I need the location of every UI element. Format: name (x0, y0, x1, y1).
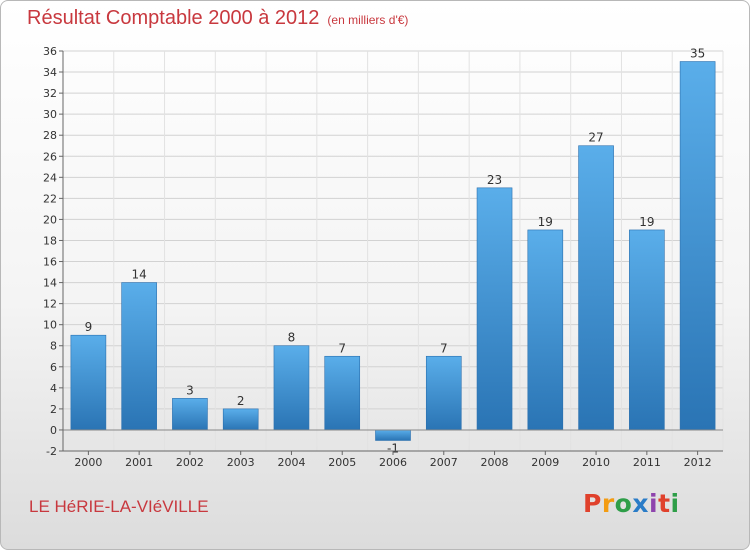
x-tick-label: 2004 (277, 456, 305, 469)
y-tick-label: 6 (50, 361, 57, 374)
y-tick-label: 14 (43, 277, 57, 290)
bar-2010 (578, 145, 614, 431)
x-tick-label: 2003 (227, 456, 255, 469)
x-tick-label: 2012 (684, 456, 712, 469)
x-tick-label: 2005 (328, 456, 356, 469)
value-label-2011: 19 (639, 215, 654, 229)
bar-2012 (679, 61, 716, 431)
y-tick-label: 36 (43, 45, 57, 58)
chart-unit: (en milliers d'€) (327, 13, 409, 27)
y-tick-label: 18 (43, 234, 57, 247)
value-label-2012: 35 (690, 47, 705, 61)
x-tick-label: 2006 (379, 456, 407, 469)
y-tick-label: 30 (43, 108, 57, 121)
bars: 9 14 3 2 8 7 -1 7 23 19 27 19 35 (70, 47, 716, 455)
bar-2008 (476, 187, 513, 431)
chart-title-text: Résultat Comptable 2000 à 2012 (27, 7, 320, 29)
y-tick-label: 32 (43, 87, 57, 100)
y-tick-label: 16 (43, 256, 57, 269)
y-tick-label: 10 (43, 319, 57, 332)
value-label-2006: -1 (387, 441, 399, 455)
bar-2007 (425, 355, 462, 431)
value-label-2010: 27 (588, 131, 603, 145)
y-tick-label: 0 (50, 424, 57, 437)
chart-title: Résultat Comptable 2000 à 2012 (en millie… (27, 7, 408, 30)
value-label-2000: 9 (85, 320, 93, 334)
y-tick-label: 28 (43, 129, 57, 142)
x-tick-label: 2009 (531, 456, 559, 469)
grid-lines (62, 50, 724, 452)
x-tick-label: 2001 (125, 456, 153, 469)
bar-2002 (172, 398, 208, 431)
value-label-2003: 2 (237, 394, 245, 408)
x-tick-label: 2008 (481, 456, 509, 469)
y-tick-label: 12 (43, 298, 57, 311)
y-tick-label: 2 (50, 403, 57, 416)
value-label-2005: 7 (338, 341, 346, 355)
x-tick-label: 2002 (176, 456, 204, 469)
bar-2004 (273, 345, 310, 431)
x-tick-label: 2010 (582, 456, 610, 469)
y-tick-label: 26 (43, 150, 57, 163)
value-label-2008: 23 (487, 173, 502, 187)
value-label-2004: 8 (288, 331, 296, 345)
y-tick-label: 34 (43, 66, 57, 79)
y-tick-label: 24 (43, 171, 57, 184)
value-label-2007: 7 (440, 341, 448, 355)
x-tick-label: 2000 (74, 456, 102, 469)
value-label-2009: 19 (538, 215, 553, 229)
x-tick-label: 2007 (430, 456, 458, 469)
y-tick-label: -2 (46, 445, 57, 458)
bar-2005 (324, 355, 361, 431)
value-label-2001: 14 (132, 268, 147, 282)
bar-2000 (70, 334, 107, 431)
y-tick-label: 22 (43, 192, 57, 205)
y-tick-label: 8 (50, 340, 57, 353)
bar-2003 (222, 408, 259, 431)
y-tick-label: 20 (43, 213, 57, 226)
x-tick-label: 2011 (633, 456, 661, 469)
value-label-2002: 3 (186, 383, 194, 397)
bar-2009 (527, 229, 564, 431)
y-tick-label: 4 (50, 382, 57, 395)
bar-2001 (121, 282, 157, 431)
place-name: LE HéRIE-LA-VIéVILLE (29, 497, 209, 516)
bar-2006 (375, 429, 411, 441)
bar-2011 (629, 229, 665, 431)
proxiti-logo: Proxiti (583, 489, 680, 518)
